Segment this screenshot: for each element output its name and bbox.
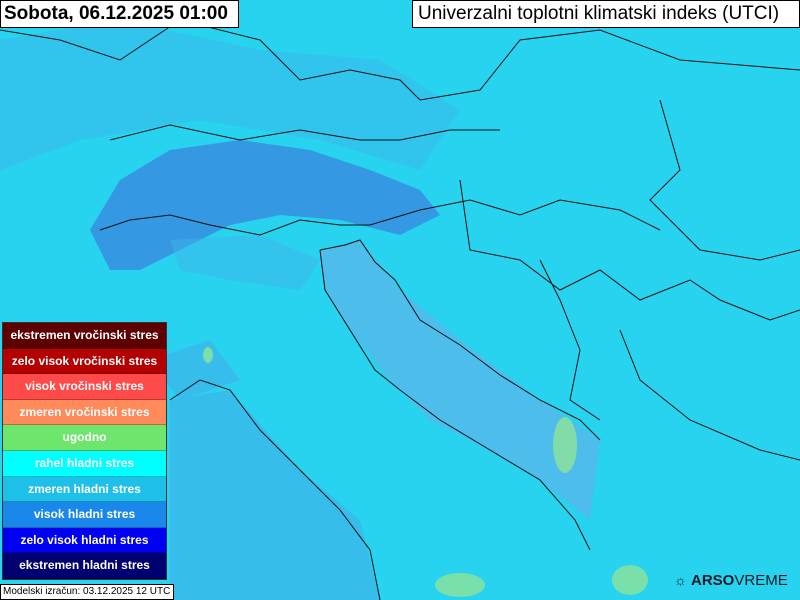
model-run-label: Modelski izračun: 03.12.2025 12 UTC	[0, 584, 175, 600]
legend-item: ekstremen hladni stres	[3, 553, 166, 579]
ligurian-sea	[150, 340, 240, 400]
legend-item: zelo visok hladni stres	[3, 527, 166, 554]
sun-cloud-icon: ☼	[674, 572, 687, 588]
comfortable-patch	[435, 573, 485, 597]
utci-legend: ekstremen vročinski stres zelo visok vroč…	[2, 322, 167, 580]
legend-item: rahel hladni stres	[3, 450, 166, 477]
legend-item: zmeren hladni stres	[3, 476, 166, 503]
alps-region	[90, 140, 440, 270]
product-title: Univerzalni toplotni klimatski indeks (U…	[412, 0, 800, 28]
comfortable-patch	[203, 347, 213, 363]
comfortable-patch	[553, 417, 577, 473]
legend-item: visok vročinski stres	[3, 374, 166, 400]
brand-bold: ARSO	[691, 572, 735, 589]
tyrrhenian-sea	[170, 390, 380, 600]
adriatic-sea	[320, 240, 600, 520]
legend-item: zmeren vročinski stres	[3, 399, 166, 426]
arso-vreme-logo: ☼ ARSOVREME	[674, 572, 788, 589]
legend-item: ugodno	[3, 425, 166, 451]
legend-item: ekstremen vročinski stres	[3, 323, 166, 349]
legend-item: visok hladni stres	[3, 502, 166, 528]
brand-light: VREME	[734, 572, 788, 589]
comfortable-patch	[612, 565, 648, 595]
forecast-date-title: Sobota, 06.12.2025 01:00	[0, 0, 239, 28]
moderate-cold-north	[0, 20, 460, 170]
legend-item: zelo visok vročinski stres	[3, 348, 166, 375]
borders	[0, 19, 800, 600]
po-valley	[170, 235, 320, 290]
